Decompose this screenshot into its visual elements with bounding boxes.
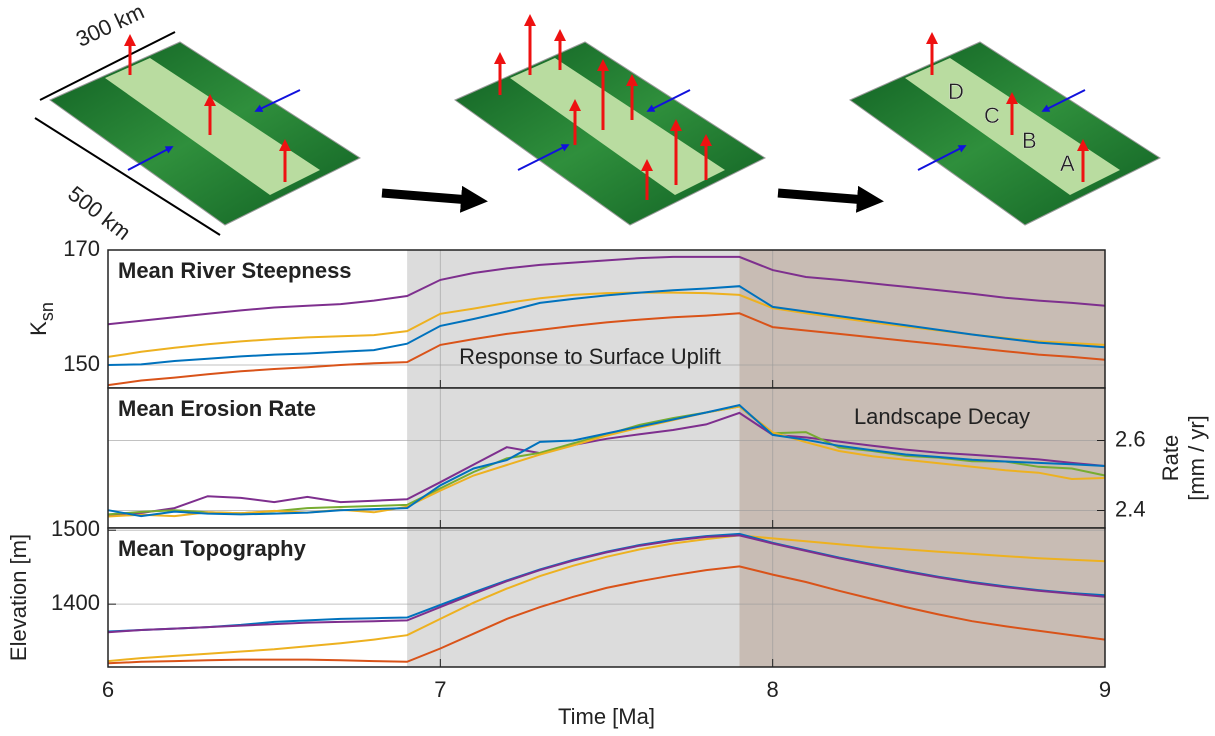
arrow	[382, 193, 470, 200]
illustration-label: A	[1060, 151, 1075, 176]
panel-title: Mean Topography	[118, 536, 307, 561]
y-tick-label: 150	[63, 351, 100, 376]
y-tick-label: 170	[63, 236, 100, 261]
annotation: Landscape Decay	[854, 404, 1030, 429]
x-axis-label: Time [Ma]	[558, 704, 655, 729]
y-axis-label: Ksn	[26, 302, 57, 336]
arrow	[778, 193, 866, 200]
illustration-label: C	[984, 103, 1000, 128]
x-tick-label: 9	[1099, 677, 1111, 702]
panel-title: Mean Erosion Rate	[118, 396, 316, 421]
illustration-label: 300 km	[72, 0, 148, 52]
x-tick-label: 8	[767, 677, 779, 702]
y2-axis-label-unit: [mm / yr]	[1184, 415, 1209, 501]
y-tick-label: 2.6	[1115, 426, 1146, 451]
illustration-label: D	[948, 79, 964, 104]
y2-axis-label: Rate	[1158, 435, 1183, 481]
y-tick-label: 1400	[51, 590, 100, 615]
y-axis-label-main: Elevation [m]	[6, 534, 31, 661]
charts: 150 170 Mean River Steepness Response to Su…	[6, 236, 1209, 729]
y-axis-label: Elevation [m]	[6, 534, 31, 661]
block-2	[455, 20, 765, 225]
y-axis-label-sub: sn	[37, 302, 57, 321]
y-tick-label: 1500	[51, 516, 100, 541]
figure: 150 170 Mean River Steepness Response to Su…	[0, 0, 1215, 736]
block-3	[850, 38, 1160, 225]
shaded-region	[739, 250, 1105, 388]
x-tick-label: 7	[434, 677, 446, 702]
shaded-region	[407, 388, 739, 528]
panel-title: Mean River Steepness	[118, 258, 352, 283]
illustration-label: B	[1022, 128, 1037, 153]
x-tick-label: 6	[102, 677, 114, 702]
y-tick-label: 2.4	[1115, 496, 1146, 521]
y-axis-label-main: K	[26, 321, 51, 336]
annotation: Response to Surface Uplift	[459, 344, 721, 369]
